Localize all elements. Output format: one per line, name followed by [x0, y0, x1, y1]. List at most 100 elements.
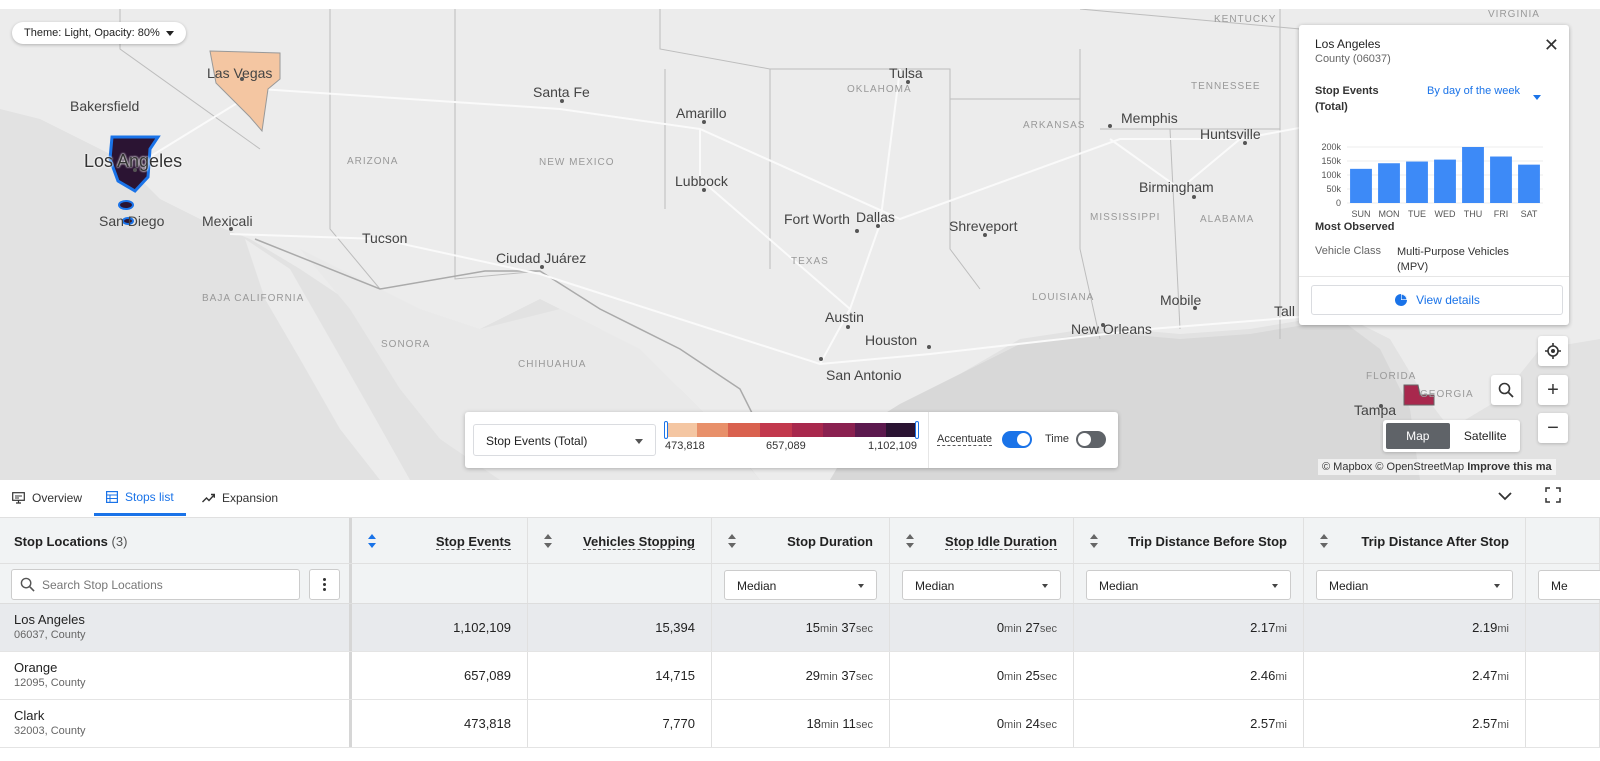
popup-metric-label: Stop Events (Total)	[1315, 85, 1379, 113]
column-header[interactable]: Stop Idle Duration	[890, 518, 1074, 563]
aggregation-value: Median	[1099, 579, 1139, 593]
aggregation-value: Median	[737, 579, 777, 593]
trip-distance-after-cell: 2.47mi	[1304, 652, 1526, 699]
zoom-out-button[interactable]: −	[1538, 413, 1568, 443]
more-options-button[interactable]	[309, 569, 340, 600]
improve-map-link[interactable]: Improve this ma	[1467, 461, 1552, 473]
table-row[interactable]: Orange 12095, County 657,089 14,715 29min 37…	[0, 652, 1600, 700]
aggregation-select[interactable]: Median	[1086, 570, 1291, 600]
gradient-swatch	[759, 423, 792, 437]
sort-icon[interactable]	[1320, 534, 1328, 548]
satellite-view-button[interactable]: Satellite	[1463, 429, 1507, 443]
search-input[interactable]	[42, 577, 282, 592]
aggregation-select[interactable]: Median	[902, 570, 1061, 600]
x-tick-label: TUE	[1408, 209, 1426, 219]
tab-expansion[interactable]: Expansion	[202, 480, 278, 516]
collapse-panel-button[interactable]	[1497, 488, 1513, 509]
column-header[interactable]: Vehicles Stopping	[528, 518, 712, 563]
time-toggle[interactable]	[1076, 431, 1106, 448]
column-header[interactable]: Stop Duration	[712, 518, 890, 563]
location-cell: Clark 32003, County	[0, 700, 352, 747]
gradient-swatch	[854, 423, 887, 437]
city-label: Santa Fe	[533, 84, 590, 100]
stops-table: Stop Locations (3) Stop Events Vehicles S…	[0, 517, 1600, 761]
stop-duration-cell: 18min 11sec	[712, 700, 890, 747]
sort-icon[interactable]	[544, 534, 552, 548]
tab-stops-list[interactable]: Stops list	[94, 480, 186, 516]
gradient-swatch	[665, 423, 697, 437]
view-details-label: View details	[1416, 293, 1480, 307]
accentuate-toggle[interactable]	[1002, 431, 1032, 448]
popup-mode-dropdown[interactable]: By day of the week	[1427, 85, 1520, 97]
close-icon[interactable]: ✕	[1543, 35, 1559, 55]
sort-icon[interactable]	[728, 534, 736, 548]
column-header[interactable]: Trip Distance Before Stop	[1074, 518, 1304, 563]
tab-overview-label: Overview	[32, 491, 83, 505]
legend-max-label: 1,102,109	[868, 440, 917, 452]
minus-icon: −	[1547, 416, 1559, 439]
chevron-down-icon[interactable]	[1533, 95, 1541, 100]
legend-min-label: 473,818	[665, 440, 705, 452]
fullscreen-button[interactable]	[1545, 487, 1561, 508]
x-tick-label: FRI	[1494, 209, 1509, 219]
tab-overview[interactable]: Overview	[12, 480, 82, 516]
city-label: Birmingham	[1139, 179, 1214, 195]
zoom-in-button[interactable]: +	[1538, 375, 1568, 405]
location-code: 32003, County	[14, 725, 86, 737]
bar	[1490, 156, 1512, 203]
locate-button[interactable]	[1538, 336, 1568, 366]
region-label: CHIHUAHUA	[518, 359, 587, 370]
stop-idle-duration-cell: 0min 24sec	[890, 700, 1074, 747]
time-label: Time	[1045, 433, 1070, 445]
map-view-button[interactable]: Map	[1386, 423, 1450, 449]
aggregation-select[interactable]: Median	[724, 570, 877, 600]
aggregation-select[interactable]: Median	[1316, 570, 1513, 600]
legend-metric-select[interactable]: Stop Events (Total)	[473, 424, 656, 456]
location-cell: Los Angeles 06037, County	[0, 604, 352, 651]
bar	[1350, 168, 1372, 203]
extra-cell	[1526, 700, 1600, 747]
search-field[interactable]	[11, 569, 300, 600]
y-tick-label: 0	[1336, 198, 1341, 208]
column-header[interactable]: Trip Distance After Stop	[1304, 518, 1526, 563]
panel-tabs: Overview Stops list Expansion	[0, 480, 1600, 517]
location-name: Orange	[14, 660, 58, 675]
column-header[interactable]: Stop Events	[352, 518, 528, 563]
monitor-icon	[12, 492, 25, 504]
region-label: OKLAHOMA	[847, 84, 912, 95]
map-canvas[interactable]: Las Vegas Bakersfield Los Angeles San Diego…	[0, 9, 1600, 480]
region-label: VIRGINIA	[1488, 9, 1540, 20]
region-label: LOUISIANA	[1032, 292, 1095, 303]
table-row[interactable]: Los Angeles 06037, County 1,102,109 15,394 1…	[0, 604, 1600, 652]
column-header[interactable]	[1526, 518, 1600, 563]
legend-max-handle[interactable]	[915, 421, 919, 439]
trip-distance-before-cell: 2.17mi	[1074, 604, 1304, 651]
city-label: San Diego	[99, 213, 165, 229]
table-row[interactable]: Clark 32003, County 473,818 7,770 18min 11se…	[0, 700, 1600, 748]
osm-attribution-link[interactable]: © OpenStreetMap	[1375, 461, 1465, 473]
location-code: 06037, County	[14, 629, 86, 641]
bar	[1434, 159, 1456, 203]
aggregation-select[interactable]: Me	[1538, 570, 1600, 600]
sort-icon[interactable]	[368, 534, 376, 548]
city-dot	[1101, 323, 1105, 327]
x-tick-label: THU	[1464, 209, 1483, 219]
map-search-button[interactable]	[1491, 375, 1521, 405]
cell-value: 2.19mi	[1472, 620, 1509, 635]
mapbox-attribution-link[interactable]: © Mapbox	[1322, 461, 1373, 473]
theme-selector[interactable]: Theme: Light, Opacity: 80%	[12, 22, 186, 44]
sort-icon[interactable]	[1090, 534, 1098, 548]
column-header-label: Trip Distance Before Stop	[1128, 534, 1287, 549]
cell-value: 2.46mi	[1250, 668, 1287, 683]
aggregation-value: Median	[1329, 579, 1369, 593]
gradient-swatch	[696, 423, 729, 437]
city-dot	[819, 357, 823, 361]
city-label: Huntsville	[1200, 126, 1261, 142]
sort-icon[interactable]	[906, 534, 914, 548]
view-details-button[interactable]: View details	[1311, 285, 1563, 315]
cell-value: 2.47mi	[1472, 668, 1509, 683]
column-header-label: Stop Events	[435, 534, 511, 550]
stop-duration-cell: 15min 37sec	[712, 604, 890, 651]
city-dot	[855, 229, 859, 233]
legend-min-handle[interactable]	[664, 421, 668, 439]
